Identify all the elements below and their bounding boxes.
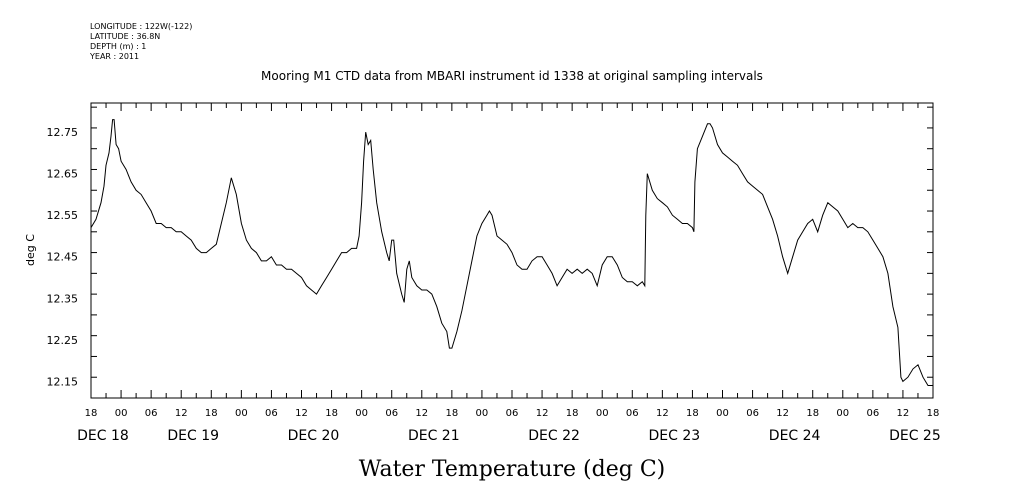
latitude-text: LATITUDE : 36.8N [90, 32, 161, 41]
x-hour-label: 00 [836, 408, 849, 419]
x-hour-label: 18 [325, 408, 338, 419]
depth-text: DEPTH (m) : 1 [90, 42, 147, 51]
y-tick-label: 12.45 [47, 251, 79, 264]
x-date-label: DEC 23 [649, 428, 701, 444]
x-axis-ticks: 18 00 06 12 18 00 06 12 18 00 06 12 18 00 06 12 18 00 06 12… [77, 103, 941, 444]
longitude-text: LONGITUDE : 122W(-122) [90, 22, 193, 31]
x-hour-label: 12 [175, 408, 188, 419]
series-layer [90, 119, 933, 386]
x-hour-label: 18 [445, 408, 458, 419]
year-text: YEAR : 2011 [90, 52, 140, 61]
x-hour-label: 18 [566, 408, 579, 419]
y-axis-label: deg C [24, 234, 37, 266]
x-hour-label: 06 [626, 408, 639, 419]
y-tick-label: 12.75 [47, 126, 79, 139]
x-date-label: DEC 21 [408, 428, 460, 444]
y-tick-label: 12.35 [47, 292, 79, 305]
x-hour-label: 00 [596, 408, 609, 419]
x-hour-label: 00 [355, 408, 368, 419]
x-hour-label: 00 [476, 408, 489, 419]
x-hour-label: 18 [205, 408, 218, 419]
x-hour-label: 06 [385, 408, 398, 419]
x-hour-label: 12 [295, 408, 308, 419]
x-hour-label: 18 [686, 408, 699, 419]
x-hour-label: 12 [776, 408, 789, 419]
x-hour-label: 00 [716, 408, 729, 419]
header-info: LONGITUDE : 122W(-122) LATITUDE : 36.8N … [90, 22, 192, 62]
y-axis-ticks: 12.15 12.25 12.35 12.45 12.55 12.65 12.75 [47, 106, 933, 399]
x-hour-label: 00 [235, 408, 248, 419]
x-date-label: DEC 25 [889, 428, 941, 444]
x-hour-label: 12 [536, 408, 549, 419]
x-hour-label: 06 [145, 408, 158, 419]
x-hour-label: 06 [265, 408, 278, 419]
y-tick-label: 12.25 [47, 334, 79, 347]
x-date-label: DEC 22 [528, 428, 580, 444]
x-date-label: DEC 20 [288, 428, 340, 444]
temperature-series-line [90, 119, 933, 386]
x-date-label: DEC 18 [77, 428, 129, 444]
x-hour-label: 06 [746, 408, 759, 419]
x-hour-label: 12 [656, 408, 669, 419]
y-tick-label: 12.15 [47, 375, 79, 388]
y-tick-label: 12.65 [47, 168, 79, 181]
x-date-label: DEC 19 [167, 428, 219, 444]
x-hour-label: 18 [85, 408, 98, 419]
x-hour-label: 06 [506, 408, 519, 419]
plot-frame [90, 102, 934, 399]
x-axis-label: Water Temperature (deg C) [359, 457, 666, 482]
x-date-label: DEC 24 [769, 428, 821, 444]
x-hour-label: 00 [115, 408, 128, 419]
x-hour-label: 06 [866, 408, 879, 419]
chart-title: Mooring M1 CTD data from MBARI instrumen… [261, 69, 763, 83]
x-hour-label: 12 [415, 408, 428, 419]
x-hour-label: 18 [927, 408, 940, 419]
y-tick-label: 12.55 [47, 209, 79, 222]
x-hour-label: 18 [806, 408, 819, 419]
x-hour-label: 12 [897, 408, 910, 419]
